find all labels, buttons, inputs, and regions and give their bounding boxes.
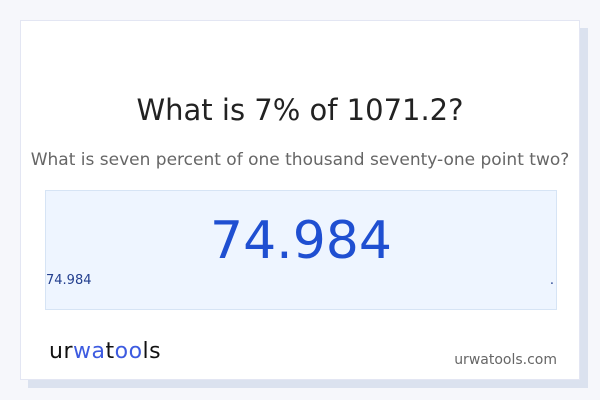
page-title: What is 7% of 1071.2? xyxy=(136,93,464,127)
result-card: What is 7% of 1071.2? What is seven perc… xyxy=(20,20,580,380)
urwatools-logo: urwatools xyxy=(49,339,162,364)
footer-domain: urwatools.com xyxy=(454,352,557,368)
page-subtitle: What is seven percent of one thousand se… xyxy=(30,150,570,170)
result-small-value: 74.984 xyxy=(46,273,92,288)
result-trailing: . xyxy=(549,273,554,288)
result-box: 74.984 74.984 . xyxy=(45,190,557,310)
result-value: 74.984 xyxy=(210,211,392,271)
